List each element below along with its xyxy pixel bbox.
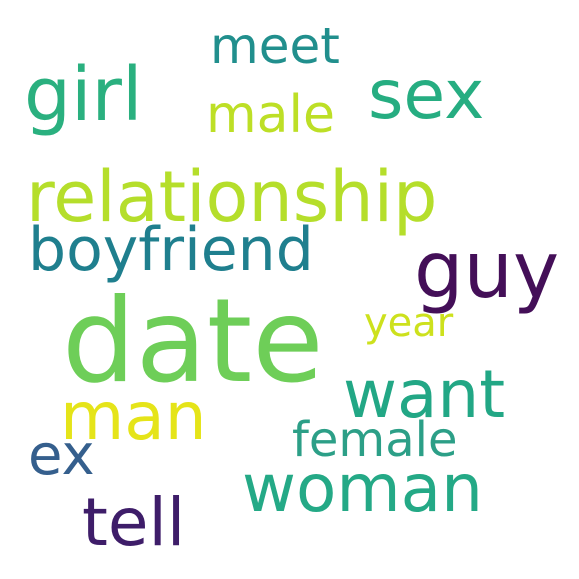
word-want: want xyxy=(343,356,506,433)
word-year: year xyxy=(364,300,454,346)
word-ex: ex xyxy=(28,423,95,488)
word-relationship: relationship xyxy=(26,156,438,238)
word-male: male xyxy=(206,85,335,145)
word-man: man xyxy=(60,378,207,455)
word-woman: woman xyxy=(242,450,483,527)
word-girl: girl xyxy=(24,52,143,138)
word-tell: tell xyxy=(82,484,186,561)
word-sex: sex xyxy=(368,56,485,135)
word-guy: guy xyxy=(414,226,560,316)
word-date: date xyxy=(62,274,324,409)
word-meet: meet xyxy=(210,17,340,75)
word-female: female xyxy=(292,412,458,468)
word-boyfriend: boyfriend xyxy=(28,215,314,285)
